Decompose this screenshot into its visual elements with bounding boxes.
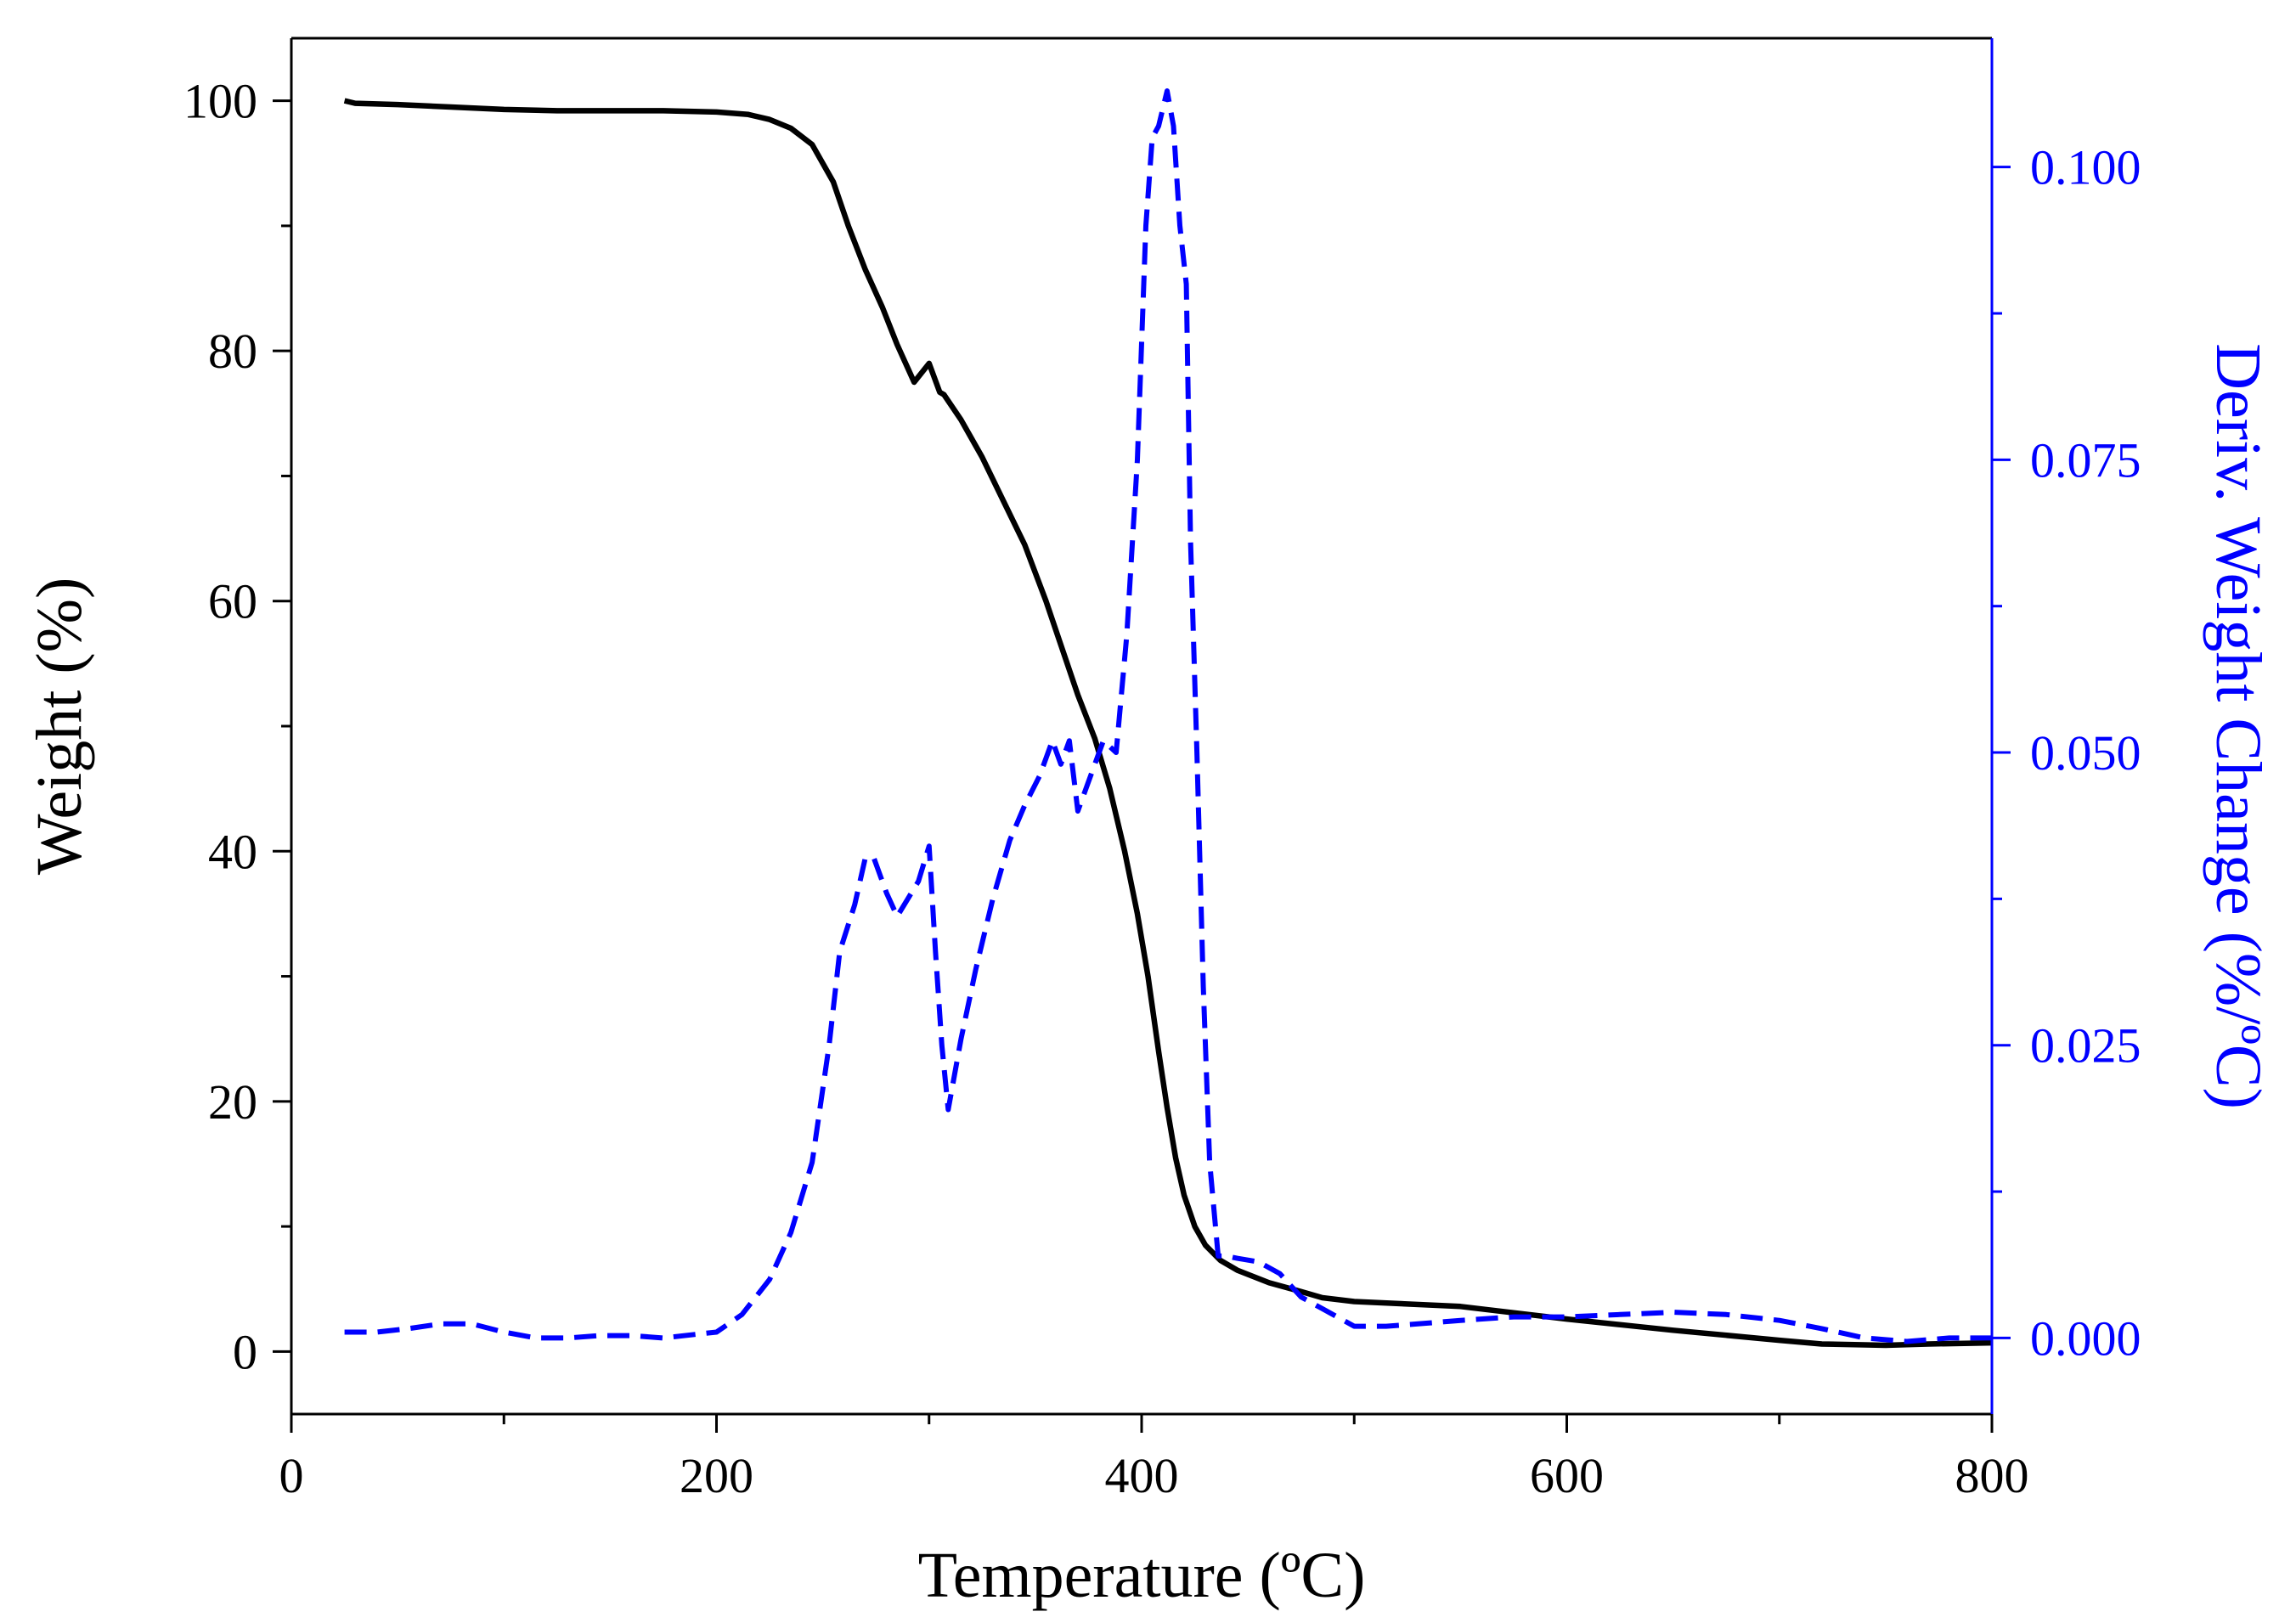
y-left-tick-label: 0	[233, 1324, 257, 1379]
y-right-tick-label: 0.000	[2030, 1310, 2141, 1366]
x-axis-title: Temperature (ºC)	[918, 1540, 1366, 1611]
y-left-tick-label: 60	[208, 574, 257, 629]
x-tick-label: 800	[1955, 1448, 2029, 1503]
y-right-tick-label: 0.075	[2030, 432, 2141, 487]
axis-ticks	[273, 99, 2011, 1433]
weight-series-line	[343, 98, 1993, 1349]
y-right-axis-title: Deriv. Weight Change (%/ºC)	[2203, 343, 2274, 1109]
y-right-tick-label: 0.050	[2030, 725, 2141, 781]
y-left-axis-title: Weight (%)	[24, 578, 95, 876]
y-right-tick-label: 0.025	[2030, 1018, 2141, 1074]
y-left-tick-label: 100	[183, 74, 257, 129]
x-tick-label: 400	[1105, 1448, 1179, 1503]
y-left-tick-label: 20	[208, 1074, 257, 1130]
axes-frame	[290, 37, 1994, 1416]
plot-area	[343, 88, 1993, 1349]
deriv-weight-series-line	[344, 88, 1992, 1344]
tick-labels: 0 200 400 600 800 0 20 40 60 80 100 0.000 0.025 0.050…	[183, 74, 2141, 1503]
x-tick-label: 200	[680, 1448, 753, 1503]
y-right-tick-label: 0.100	[2030, 140, 2141, 195]
y-left-tick-label: 40	[208, 824, 257, 879]
y-left-tick-label: 80	[208, 324, 257, 379]
x-tick-label: 0	[279, 1448, 304, 1503]
x-tick-label: 600	[1530, 1448, 1604, 1503]
